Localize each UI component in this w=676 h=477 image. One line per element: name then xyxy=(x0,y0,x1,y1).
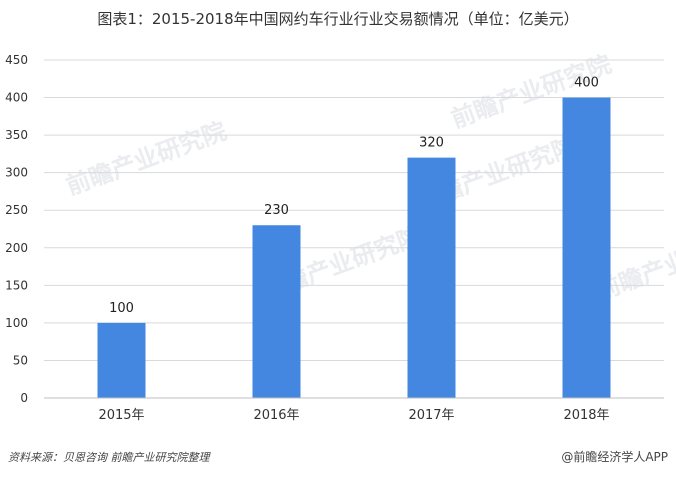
y-tick-label: 300 xyxy=(5,166,28,180)
grid-lines xyxy=(44,59,664,361)
data-label: 320 xyxy=(419,136,444,151)
bar xyxy=(562,97,611,399)
chart-title: 图表1：2015-2018年中国网约车行业行业交易额情况（单位：亿美元） xyxy=(97,10,579,28)
x-tick-label: 2018年 xyxy=(563,408,609,423)
y-tick-label: 50 xyxy=(13,353,28,367)
y-tick-label: 450 xyxy=(5,53,28,67)
y-tick-label: 200 xyxy=(5,241,28,255)
x-tick-label: 2017年 xyxy=(408,408,454,423)
data-label: 100 xyxy=(109,301,134,316)
y-tick-label: 0 xyxy=(20,391,28,405)
y-tick-label: 150 xyxy=(5,278,28,292)
x-tick-label: 2016年 xyxy=(253,408,299,423)
y-tick-label: 100 xyxy=(5,316,28,330)
axes: 0 50 100 150 200 250 300 350 400 450 2015年 2016年 201… xyxy=(5,53,664,423)
source-note: 资料来源：贝恩咨询 前瞻产业研究院整理 xyxy=(8,451,210,464)
data-label: 400 xyxy=(574,76,599,91)
bar xyxy=(407,157,456,398)
bars: 100 230 320 400 xyxy=(97,76,611,399)
y-tick-label: 350 xyxy=(5,128,28,142)
x-tick-label: 2015年 xyxy=(98,408,144,423)
data-label: 230 xyxy=(264,203,289,218)
bar xyxy=(252,225,301,398)
bar xyxy=(97,322,146,398)
y-tick-label: 400 xyxy=(5,91,28,105)
watermark: 前瞻产业研究院 xyxy=(62,117,229,201)
y-tick-label: 250 xyxy=(5,203,28,217)
brand-label: @前瞻经济学人APP xyxy=(561,450,668,464)
